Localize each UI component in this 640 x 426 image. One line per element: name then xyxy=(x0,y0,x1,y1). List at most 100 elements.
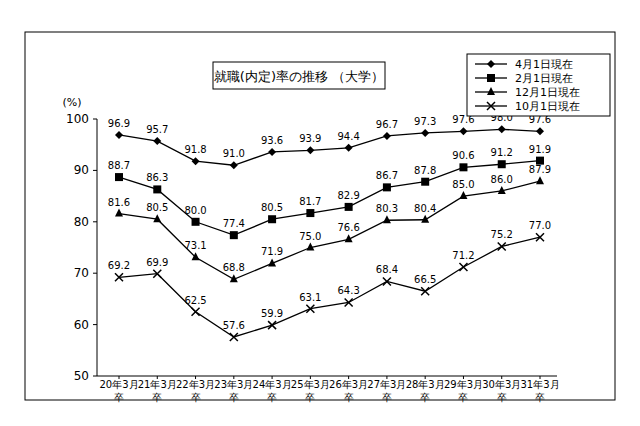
data-label: 73.1 xyxy=(184,240,206,251)
point-marker xyxy=(230,231,238,239)
data-labels: 96.995.791.891.093.693.994.496.797.397.6… xyxy=(108,112,551,331)
title-box xyxy=(213,62,385,89)
data-label: 91.0 xyxy=(223,148,245,159)
data-label: 86.3 xyxy=(146,172,168,183)
point-marker xyxy=(268,258,276,266)
y-tick xyxy=(93,273,97,274)
data-label: 90.6 xyxy=(452,150,474,161)
legend-label: 10月1日現在 xyxy=(515,100,580,113)
data-label: 87.8 xyxy=(414,165,436,176)
title: 就職(内定)率の推移 （大学） xyxy=(214,69,384,84)
data-label: 62.5 xyxy=(184,295,206,306)
x-tick-label: 24年3月卒 xyxy=(253,379,292,403)
point-marker xyxy=(153,185,161,193)
data-label: 88.7 xyxy=(108,160,130,171)
point-marker xyxy=(421,215,429,223)
point-marker xyxy=(536,233,544,241)
legend-label: 2月1日現在 xyxy=(515,72,573,85)
y-tick-label: 60 xyxy=(74,318,89,332)
point-marker xyxy=(345,144,353,152)
data-label: 71.9 xyxy=(261,246,283,257)
point-marker xyxy=(268,321,276,329)
data-label: 85.0 xyxy=(452,179,474,190)
data-label: 76.6 xyxy=(338,222,360,233)
point-marker xyxy=(345,203,353,211)
series-line xyxy=(119,181,540,279)
plot-area xyxy=(115,125,544,341)
point-marker xyxy=(230,333,238,341)
point-marker xyxy=(115,173,123,181)
point-marker xyxy=(345,234,353,242)
x-tick-label: 29年3月卒 xyxy=(444,379,483,403)
legend-label: 12月1日現在 xyxy=(515,86,580,99)
x-tick-label: 21年3月卒 xyxy=(138,379,177,403)
y-tick-label: 70 xyxy=(74,266,89,280)
data-label: 91.2 xyxy=(491,147,513,158)
point-marker xyxy=(192,157,200,165)
data-label: 91.8 xyxy=(184,144,206,155)
data-label: 96.7 xyxy=(376,119,398,130)
data-label: 69.9 xyxy=(146,257,168,268)
point-marker xyxy=(498,186,506,194)
x-tick-label: 23年3月卒 xyxy=(214,379,253,403)
y-tick-label: 80 xyxy=(74,215,89,229)
point-marker xyxy=(192,252,200,260)
data-label: 59.9 xyxy=(261,308,283,319)
point-marker xyxy=(383,215,391,223)
point-marker xyxy=(459,191,467,199)
y-axis-label: (%) xyxy=(62,96,81,109)
point-marker xyxy=(383,277,391,285)
point-marker xyxy=(230,274,238,282)
legend-entry: 4月1日現在 xyxy=(475,58,573,71)
x-axis-line xyxy=(97,376,557,377)
legend-entry: 10月1日現在 xyxy=(475,100,580,113)
point-marker xyxy=(306,146,314,154)
x-tick-label: 27年3月卒 xyxy=(367,379,406,403)
chart-svg: 就職(内定)率の推移 （大学） (%) 50 60 70 80 90 100 20年3月卒21年… xyxy=(0,0,640,426)
y-tick-label: 90 xyxy=(74,163,89,177)
legend-marker xyxy=(487,74,495,82)
legend-marker xyxy=(487,87,495,95)
point-marker xyxy=(383,132,391,140)
series-line xyxy=(119,237,540,337)
point-marker xyxy=(268,215,276,223)
x-tick-label: 20年3月卒 xyxy=(99,379,138,403)
data-label: 75.2 xyxy=(491,229,513,240)
legend-marker xyxy=(487,102,495,110)
y-tick xyxy=(93,119,97,120)
data-label: 80.5 xyxy=(261,202,283,213)
data-label: 75.0 xyxy=(299,231,321,242)
point-marker xyxy=(345,298,353,306)
legend-label: 4月1日現在 xyxy=(515,58,573,71)
point-marker xyxy=(153,137,161,145)
data-label: 77.0 xyxy=(529,220,551,231)
data-label: 80.3 xyxy=(376,203,398,214)
y-axis-line xyxy=(97,119,98,376)
data-label: 66.5 xyxy=(414,274,436,285)
data-label: 63.1 xyxy=(299,292,321,303)
legend-box xyxy=(467,54,610,116)
x-tick-label: 26年3月卒 xyxy=(329,379,368,403)
data-label: 81.7 xyxy=(299,196,321,207)
point-marker xyxy=(115,273,123,281)
point-marker xyxy=(459,127,467,135)
point-marker xyxy=(192,308,200,316)
y-tick xyxy=(93,376,97,377)
point-marker xyxy=(383,183,391,191)
data-label: 68.4 xyxy=(376,264,398,275)
y-tick-label: 100 xyxy=(66,112,89,126)
point-marker xyxy=(459,163,467,171)
data-label: 69.2 xyxy=(108,260,130,271)
series-line xyxy=(119,161,540,236)
chart-container: 就職(内定)率の推移 （大学） (%) 50 60 70 80 90 100 20年3月卒21年… xyxy=(0,0,640,426)
data-label: 96.9 xyxy=(108,118,130,129)
x-tick-label: 31年3月卒 xyxy=(520,379,559,403)
data-label: 64.3 xyxy=(338,285,360,296)
point-marker xyxy=(115,131,123,139)
data-label: 77.4 xyxy=(223,218,245,229)
data-label: 93.9 xyxy=(299,133,321,144)
point-marker xyxy=(498,160,506,168)
y-tick-label: 50 xyxy=(74,369,89,383)
data-label: 86.0 xyxy=(491,174,513,185)
x-tick-label: 25年3月卒 xyxy=(291,379,330,403)
